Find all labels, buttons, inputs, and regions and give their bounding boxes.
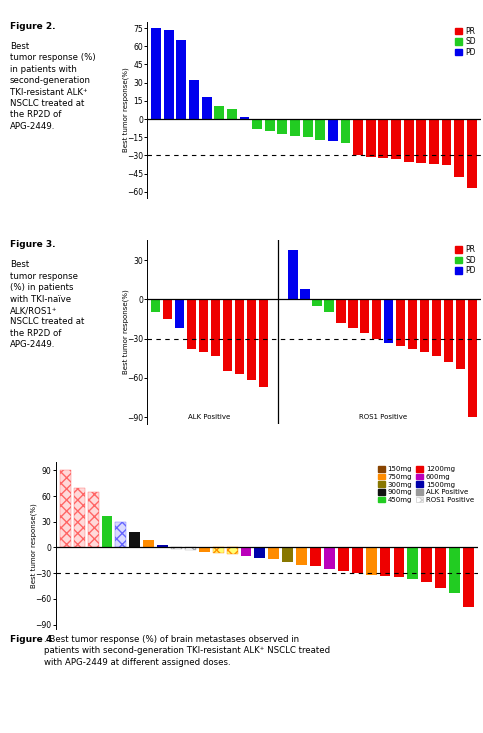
Legend: 150mg, 750mg, 300mg, 900mg, 450mg, 1200mg, 600mg, 1500mg, ALK Positive, ROS1 Pos: 150mg, 750mg, 300mg, 900mg, 450mg, 1200m… <box>377 465 475 504</box>
Bar <box>324 548 335 569</box>
Bar <box>315 119 325 140</box>
Bar <box>468 299 477 417</box>
Bar <box>247 299 256 380</box>
Bar <box>300 289 310 299</box>
Bar <box>407 548 418 579</box>
Bar <box>240 117 249 119</box>
Text: Figure 2.: Figure 2. <box>10 22 55 31</box>
Bar <box>372 299 382 339</box>
Bar <box>211 299 220 356</box>
Bar <box>115 522 127 548</box>
Bar <box>435 548 446 588</box>
Bar <box>202 97 212 119</box>
Bar <box>352 548 363 573</box>
Bar <box>87 492 99 548</box>
Bar <box>394 548 404 578</box>
Bar <box>310 548 321 567</box>
Bar <box>348 299 357 328</box>
Bar <box>441 119 452 165</box>
Bar <box>255 548 265 558</box>
Bar <box>454 119 464 177</box>
Bar <box>290 119 300 136</box>
Bar <box>258 299 268 387</box>
Bar <box>185 548 196 550</box>
Bar <box>164 31 174 119</box>
Bar <box>175 299 184 328</box>
Bar <box>379 119 388 158</box>
Bar <box>199 548 210 552</box>
Bar <box>366 119 376 157</box>
Bar <box>380 548 390 576</box>
Bar <box>421 548 432 582</box>
Bar <box>60 471 71 548</box>
Bar <box>187 299 196 349</box>
Y-axis label: Best tumor response(%): Best tumor response(%) <box>30 503 37 588</box>
Bar <box>341 119 351 144</box>
Bar <box>366 548 377 575</box>
Bar <box>467 119 477 188</box>
Bar <box>282 548 293 562</box>
Bar <box>241 548 252 556</box>
Bar <box>396 299 405 347</box>
Bar <box>456 299 465 369</box>
Bar <box>214 106 224 119</box>
Bar <box>432 299 441 356</box>
Bar <box>277 119 287 133</box>
Legend: PR, SD, PD: PR, SD, PD <box>454 244 477 276</box>
Bar <box>74 487 85 548</box>
Bar <box>444 299 453 362</box>
Bar <box>101 516 113 548</box>
Bar <box>449 548 460 593</box>
Bar <box>151 299 160 312</box>
Bar <box>404 119 413 161</box>
Text: Best
tumor response
(%) in patients
with TKI-naïve
ALK/ROS1⁺
NSCLC treated at
th: Best tumor response (%) in patients with… <box>10 260 84 350</box>
Bar <box>171 548 182 549</box>
Bar <box>353 119 363 155</box>
Text: Figure 3.: Figure 3. <box>10 240 55 249</box>
Bar <box>313 299 322 306</box>
Bar <box>213 548 224 553</box>
Y-axis label: Best tumor response(%): Best tumor response(%) <box>122 67 129 152</box>
Text: ALK Positive: ALK Positive <box>188 413 230 420</box>
Bar <box>429 119 439 164</box>
Bar <box>303 119 313 137</box>
Bar <box>176 40 186 119</box>
Bar <box>143 539 154 548</box>
Text: Figure 4: Figure 4 <box>10 635 52 644</box>
Bar <box>129 532 140 548</box>
Bar <box>227 548 238 554</box>
Bar <box>265 119 275 131</box>
Bar <box>288 249 298 299</box>
Bar <box>408 299 417 349</box>
Bar <box>227 109 237 119</box>
Bar <box>269 548 279 559</box>
Text: Best
tumor response (%)
in patients with
second-generation
TKI-resistant ALK⁺
NS: Best tumor response (%) in patients with… <box>10 42 95 131</box>
Bar <box>463 548 474 608</box>
Bar <box>235 299 244 374</box>
Bar <box>360 299 369 334</box>
Text: . Best tumor response (%) of brain metastases observed in
patients with second-g: . Best tumor response (%) of brain metas… <box>44 635 330 667</box>
Bar <box>328 119 338 141</box>
Bar <box>420 299 429 352</box>
Bar <box>199 299 208 352</box>
Bar <box>189 80 199 119</box>
Bar <box>416 119 426 163</box>
Text: ROS1 Positive: ROS1 Positive <box>359 413 407 420</box>
Bar <box>384 299 393 342</box>
Bar <box>252 119 262 129</box>
Bar <box>324 299 334 312</box>
Bar <box>336 299 345 323</box>
Bar <box>163 299 172 319</box>
Bar <box>391 119 401 159</box>
Y-axis label: Best tumor response(%): Best tumor response(%) <box>122 290 129 375</box>
Bar <box>151 28 161 119</box>
Bar <box>157 545 168 548</box>
Bar <box>296 548 307 564</box>
Bar <box>223 299 232 372</box>
Legend: PR, SD, PD: PR, SD, PD <box>454 26 477 57</box>
Bar <box>338 548 349 570</box>
